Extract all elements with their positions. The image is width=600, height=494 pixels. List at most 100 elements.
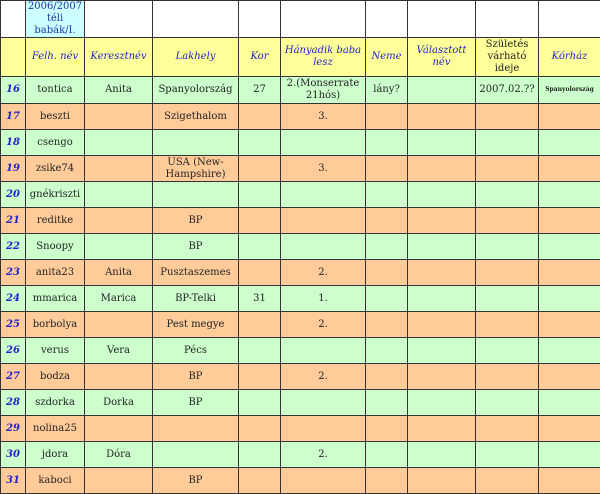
cell-hospital <box>539 468 600 494</box>
cell-due-date <box>476 130 539 156</box>
cell-baby-order: 2.(Monserrate 21hós) <box>281 77 366 104</box>
cell-hospital <box>539 390 600 416</box>
cell-row-number: 31 <box>1 468 26 494</box>
cell-first-name: Marica <box>85 286 153 312</box>
cell-due-date <box>476 156 539 182</box>
cell-gender <box>366 338 408 364</box>
cell-age <box>239 182 281 208</box>
header-gender: Neme <box>366 38 408 77</box>
cell-row-number: 24 <box>1 286 26 312</box>
cell-gender <box>366 390 408 416</box>
table-title: 2006/2007 téli babák/I. <box>26 1 85 38</box>
cell-gender <box>366 312 408 338</box>
cell-username: szdorka <box>26 390 85 416</box>
cell-due-date <box>476 338 539 364</box>
cell-residence <box>153 416 239 442</box>
cell-first-name <box>85 182 153 208</box>
cell-baby-order <box>281 338 366 364</box>
header-baby-order: Hányadik baba lesz <box>281 38 366 77</box>
cell-residence: BP <box>153 234 239 260</box>
cell-row-number: 17 <box>1 104 26 130</box>
cell-username: Snoopy <box>26 234 85 260</box>
cell-hospital <box>539 416 600 442</box>
cell-gender <box>366 182 408 208</box>
cell-baby-order <box>281 208 366 234</box>
cell-hospital <box>539 104 600 130</box>
cell-residence: Pest megye <box>153 312 239 338</box>
cell-residence <box>153 182 239 208</box>
cell-first-name: Anita <box>85 77 153 104</box>
cell-first-name: Anita <box>85 260 153 286</box>
cell-chosen-name <box>408 286 476 312</box>
cell-username: anita23 <box>26 260 85 286</box>
cell-residence: Spanyolország <box>153 77 239 104</box>
header-row-number <box>1 38 26 77</box>
cell-row-number: 30 <box>1 442 26 468</box>
cell-due-date <box>476 442 539 468</box>
cell-chosen-name <box>408 156 476 182</box>
cell-gender <box>366 130 408 156</box>
title-row: 2006/2007 téli babák/I. <box>1 1 600 38</box>
cell-age <box>239 442 281 468</box>
cell-chosen-name <box>408 260 476 286</box>
cell-hospital <box>539 364 600 390</box>
cell-gender <box>366 104 408 130</box>
cell-first-name <box>85 156 153 182</box>
cell-first-name <box>85 130 153 156</box>
cell-row-number: 20 <box>1 182 26 208</box>
cell-baby-order <box>281 130 366 156</box>
cell-username: jdora <box>26 442 85 468</box>
cell-gender <box>366 234 408 260</box>
cell-chosen-name <box>408 442 476 468</box>
cell-due-date <box>476 234 539 260</box>
cell-first-name <box>85 364 153 390</box>
cell-baby-order: 2. <box>281 442 366 468</box>
cell-age <box>239 156 281 182</box>
cell-hospital <box>539 182 600 208</box>
cell-hospital: Spanyolország <box>539 77 600 104</box>
cell-baby-order: 3. <box>281 104 366 130</box>
cell-row-number: 27 <box>1 364 26 390</box>
cell-residence: Pusztaszemes <box>153 260 239 286</box>
header-due-date: Születés várható ideje <box>476 38 539 77</box>
cell-baby-order: 3. <box>281 156 366 182</box>
cell-residence: BP <box>153 208 239 234</box>
cell-residence: Szigethalom <box>153 104 239 130</box>
cell-due-date <box>476 364 539 390</box>
cell-chosen-name <box>408 77 476 104</box>
cell-age <box>239 130 281 156</box>
header-hospital: Kórház <box>539 38 600 77</box>
cell-gender <box>366 156 408 182</box>
header-username: Felh. név <box>26 38 85 77</box>
cell-age <box>239 260 281 286</box>
cell-residence <box>153 442 239 468</box>
cell-age <box>239 416 281 442</box>
header-age: Kor <box>239 38 281 77</box>
cell-row-number: 23 <box>1 260 26 286</box>
cell-row-number: 29 <box>1 416 26 442</box>
cell-hospital <box>539 130 600 156</box>
cell-chosen-name <box>408 416 476 442</box>
cell-gender <box>366 468 408 494</box>
cell-due-date <box>476 260 539 286</box>
cell-chosen-name <box>408 104 476 130</box>
cell-residence: USA (New-Hampshire) <box>153 156 239 182</box>
cell-chosen-name <box>408 130 476 156</box>
cell-username: mmarica <box>26 286 85 312</box>
cell-row-number: 22 <box>1 234 26 260</box>
cell-age <box>239 468 281 494</box>
cell-baby-order <box>281 234 366 260</box>
cell-baby-order: 2. <box>281 260 366 286</box>
cell-residence <box>153 130 239 156</box>
